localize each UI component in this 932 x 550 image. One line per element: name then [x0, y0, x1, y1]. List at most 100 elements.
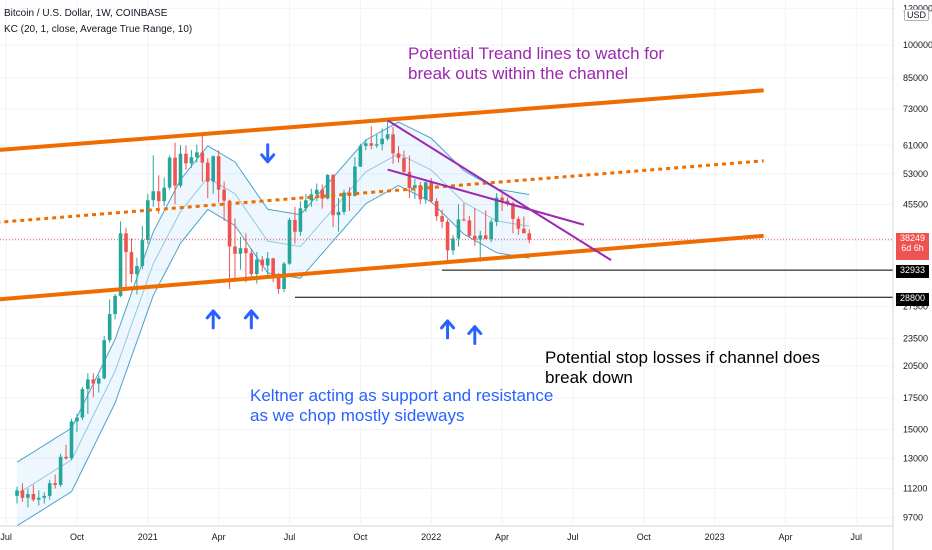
candle — [189, 149, 194, 168]
candle-body — [140, 240, 145, 267]
candle — [75, 413, 79, 433]
candle-body — [364, 143, 368, 146]
candle-body — [233, 246, 237, 254]
candle — [80, 386, 85, 421]
y-tick-label: 13000 — [903, 453, 928, 463]
candle-body — [200, 152, 205, 163]
x-tick-label: Oct — [637, 532, 652, 542]
keltner-fill — [17, 122, 530, 526]
y-tick-label: 120000 — [903, 3, 932, 13]
candle — [287, 217, 292, 265]
x-tick-label: Oct — [70, 532, 85, 542]
candles — [15, 121, 532, 508]
candle-body — [26, 494, 30, 498]
candle-body — [173, 157, 177, 186]
candle — [527, 229, 532, 244]
candle — [423, 181, 428, 204]
candle-body — [102, 340, 106, 379]
x-tick-label: Jul — [284, 532, 296, 542]
candle — [205, 158, 210, 199]
y-tick-label: 17500 — [903, 393, 928, 403]
candle-body — [325, 174, 330, 199]
candle-body — [37, 497, 41, 500]
candle-body — [58, 456, 63, 485]
candle — [489, 218, 493, 243]
candle — [456, 204, 461, 247]
candle — [249, 248, 254, 281]
candle-body — [47, 483, 52, 496]
arrow-up-icon — [440, 319, 456, 340]
indicator-legend: KC (20, 1, close, Average True Range, 10… — [4, 24, 193, 35]
candle — [445, 219, 450, 264]
candle — [195, 144, 199, 163]
candle — [304, 193, 308, 212]
candle-body — [429, 182, 433, 202]
candle-body — [15, 490, 19, 496]
trend-line — [387, 119, 612, 261]
candle-body — [195, 152, 199, 158]
candle-body — [423, 182, 428, 200]
candle-body — [456, 219, 461, 239]
candle-body — [118, 233, 123, 296]
candle — [434, 198, 439, 221]
y-tick-label: 9700 — [903, 513, 923, 523]
channel-line-lower — [0, 233, 764, 302]
candle-body — [135, 266, 139, 275]
candle-body — [396, 153, 401, 158]
y-tick-label: 45500 — [903, 200, 928, 210]
candle-body — [434, 201, 439, 217]
candle-body — [64, 456, 68, 459]
candle — [42, 492, 47, 504]
candle-body — [91, 379, 96, 384]
arrow-up-icon — [243, 309, 259, 330]
candle — [113, 293, 117, 320]
candle-body — [358, 145, 363, 167]
candle — [336, 198, 341, 232]
stop-losses-annotation-line2: break down — [545, 367, 633, 387]
y-tick-label: 23500 — [903, 333, 928, 343]
candle — [124, 227, 128, 287]
candle — [20, 483, 25, 502]
candle-body — [391, 134, 395, 154]
candle-body — [489, 221, 493, 240]
candle — [325, 174, 330, 200]
candle-body — [511, 203, 515, 219]
candle-body — [244, 248, 248, 254]
candle-body — [216, 156, 221, 190]
candle — [385, 121, 390, 141]
candle — [64, 444, 68, 460]
candle — [178, 145, 183, 188]
candle — [167, 155, 172, 190]
candle-body — [353, 166, 357, 196]
candle — [227, 199, 232, 289]
candle-body — [156, 191, 161, 202]
candle-body — [80, 389, 85, 418]
candle-body — [31, 494, 36, 500]
stop-levels — [0, 239, 893, 298]
candle-body — [20, 490, 25, 498]
candle-body — [440, 216, 444, 222]
candle-body — [107, 314, 112, 341]
candle-body — [304, 200, 308, 209]
candle-body — [69, 421, 74, 459]
candle — [26, 488, 30, 508]
candle-body — [271, 258, 275, 278]
candle — [522, 216, 526, 234]
candle — [478, 230, 483, 262]
currency-button[interactable]: USD — [904, 9, 930, 21]
candle-body — [222, 189, 226, 201]
candle-body — [380, 138, 384, 145]
candle — [140, 225, 145, 270]
candle — [102, 335, 106, 380]
candle-body — [462, 219, 466, 221]
x-tick-label: Jul — [0, 532, 12, 542]
candle-body — [494, 197, 499, 222]
candle — [37, 490, 41, 506]
arrow-head — [205, 309, 221, 320]
candle — [244, 233, 248, 283]
arrows — [205, 143, 483, 346]
candle-body — [402, 157, 406, 172]
candle-body — [167, 157, 172, 188]
y-tick-label: 15000 — [903, 424, 928, 434]
